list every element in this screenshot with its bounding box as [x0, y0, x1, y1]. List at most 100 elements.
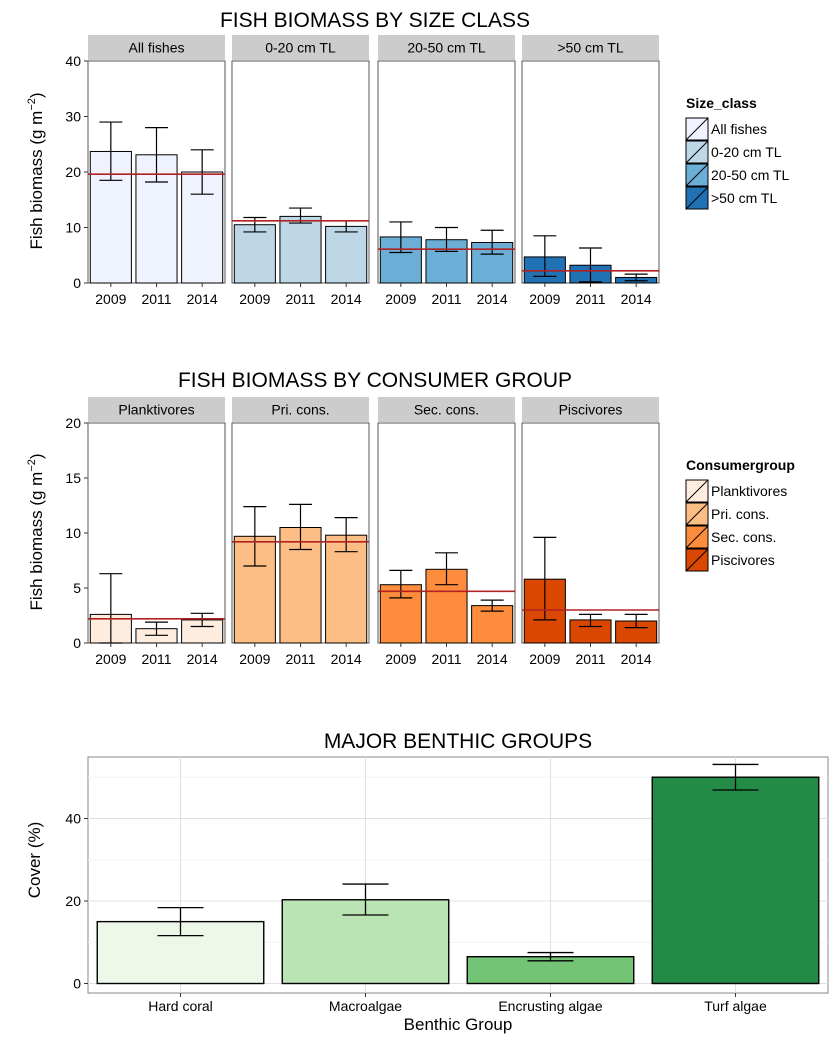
- strip-background: [232, 397, 369, 422]
- bar: [279, 215, 322, 284]
- legend-key-slash: [685, 186, 709, 210]
- x-tick-label: 2014: [187, 651, 218, 667]
- y-axis: 0 10 20 30 40: [65, 53, 89, 291]
- legend-title: Size_class: [686, 95, 757, 111]
- bar: [471, 605, 514, 644]
- facet-panels: Planktivores 2009 2011 2014 Pri. cons. 2009 20…: [87, 397, 660, 667]
- legend-entry: Planktivores: [711, 483, 787, 499]
- x-tick-label: 2009: [95, 651, 126, 667]
- x-tick-label: 2011: [285, 291, 315, 307]
- x-tick-label: Turf algae: [704, 998, 767, 1014]
- legend-title: Consumergroup: [686, 457, 795, 473]
- y-tick-label: 15: [65, 470, 81, 486]
- strip-label: Piscivores: [559, 402, 623, 418]
- x-tick-label: Encrusting algae: [498, 998, 603, 1014]
- facet-panel: 20-50 cm TL 2009 2011 2014: [377, 35, 516, 307]
- chart-title: FISH BIOMASS BY SIZE CLASS: [220, 9, 530, 32]
- strip-label: All fishes: [128, 40, 184, 56]
- facet-panel: All fishes 2009 2011 2014: [87, 35, 226, 307]
- legend: Size_class All fishes 0-20 cm TL 20-50 cm T…: [685, 95, 790, 210]
- legend-key-slash: [685, 548, 709, 572]
- y-tick-label: 30: [65, 109, 81, 125]
- bar: [325, 534, 368, 644]
- legend-key-slash: [685, 525, 709, 549]
- facet-panel: Piscivores 2009 2011 2014: [521, 397, 660, 667]
- x-tick-label: 2009: [239, 291, 270, 307]
- x-tick-label: 2014: [331, 651, 362, 667]
- facet-panel: Sec. cons. 2009 2011 2014: [377, 397, 516, 667]
- y-axis-label: Fish biomass (g m−2): [26, 453, 46, 610]
- legend-entry: 0-20 cm TL: [711, 144, 782, 160]
- strip-label: >50 cm TL: [557, 40, 623, 56]
- bar: [651, 776, 820, 985]
- legend-key-slash: [685, 502, 709, 526]
- strip-label: 0-20 cm TL: [265, 40, 336, 56]
- y-tick-label: 5: [73, 580, 81, 596]
- x-tick-label: 2014: [187, 291, 218, 307]
- size-class-chart: FISH BIOMASS BY SIZE CLASS Fish biomass …: [26, 9, 790, 307]
- x-tick-label: 2011: [285, 651, 315, 667]
- x-tick-label: 2011: [141, 291, 171, 307]
- facet-panel: 0-20 cm TL 2009 2011 2014: [231, 35, 370, 307]
- x-tick-label: 2009: [529, 291, 560, 307]
- strip-label: Pri. cons.: [271, 402, 329, 418]
- plot-area: 0 20 40 Hard coral Macroalgae Encrusting alga…: [65, 756, 829, 1014]
- x-tick-label: 2009: [239, 651, 270, 667]
- bar: [233, 224, 276, 284]
- strip-background: [522, 397, 659, 422]
- y-tick-label: 0: [73, 635, 81, 651]
- x-tick-label: 2014: [621, 651, 652, 667]
- strip-label: Sec. cons.: [414, 402, 479, 418]
- chart-title: MAJOR BENTHIC GROUPS: [324, 730, 592, 753]
- x-tick-label: 2009: [385, 651, 416, 667]
- y-axis: 0 5 10 15 20: [65, 415, 89, 651]
- y-tick-label: 20: [65, 164, 81, 180]
- x-tick-label: 2014: [477, 651, 508, 667]
- legend-key-slash: [685, 140, 709, 164]
- x-axis-label: Benthic Group: [404, 1015, 513, 1034]
- facet-panels: All fishes 2009 2011 2014 0-20 cm TL 2009 2011…: [87, 35, 660, 307]
- legend-key-slash: [685, 117, 709, 141]
- legend-entry: Sec. cons.: [711, 529, 776, 545]
- benthic-groups-chart: MAJOR BENTHIC GROUPS Cover (%) Benthic G…: [25, 730, 829, 1034]
- x-tick-label: 2011: [431, 651, 461, 667]
- y-tick-label: 40: [65, 810, 81, 826]
- x-tick-label: 2014: [331, 291, 362, 307]
- x-tick-label: 2009: [385, 291, 416, 307]
- x-tick-label: 2011: [431, 291, 461, 307]
- legend-entry: >50 cm TL: [711, 190, 777, 206]
- panel-border: [87, 422, 226, 644]
- legend-key-slash: [685, 163, 709, 187]
- x-tick-label: 2009: [529, 651, 560, 667]
- strip-label: Planktivores: [118, 402, 194, 418]
- y-axis-label: Fish biomass (g m−2): [26, 92, 46, 249]
- strip-background: [522, 35, 659, 60]
- facet-panel: Pri. cons. 2009 2011 2014: [231, 397, 370, 667]
- strip-background: [378, 35, 515, 60]
- x-tick-label: 2011: [141, 651, 171, 667]
- consumer-group-chart: FISH BIOMASS BY CONSUMER GROUP Fish biom…: [26, 369, 795, 667]
- y-axis-label: Cover (%): [25, 822, 44, 899]
- strip-background: [232, 35, 369, 60]
- x-tick-label: 2009: [95, 291, 126, 307]
- x-tick-label: 2011: [575, 651, 605, 667]
- strip-background: [88, 397, 225, 422]
- facet-panel: >50 cm TL 2009 2011 2014: [521, 35, 660, 307]
- strip-background: [378, 397, 515, 422]
- y-tick-label: 20: [65, 415, 81, 431]
- x-tick-label: 2011: [575, 291, 605, 307]
- legend-entry: Pri. cons.: [711, 506, 769, 522]
- strip-background: [88, 35, 225, 60]
- strip-label: 20-50 cm TL: [407, 40, 486, 56]
- x-tick-label: 2014: [621, 291, 652, 307]
- x-tick-label: Hard coral: [148, 998, 213, 1014]
- x-tick-label: Macroalgae: [329, 998, 402, 1014]
- legend-entry: 20-50 cm TL: [711, 167, 790, 183]
- legend: Consumergroup Planktivores Pri. cons. Sec. …: [685, 457, 795, 572]
- facet-panel: Planktivores 2009 2011 2014: [87, 397, 226, 667]
- y-tick-label: 0: [73, 275, 81, 291]
- y-tick-label: 0: [73, 976, 81, 992]
- legend-key-slash: [685, 479, 709, 503]
- y-tick-label: 20: [65, 893, 81, 909]
